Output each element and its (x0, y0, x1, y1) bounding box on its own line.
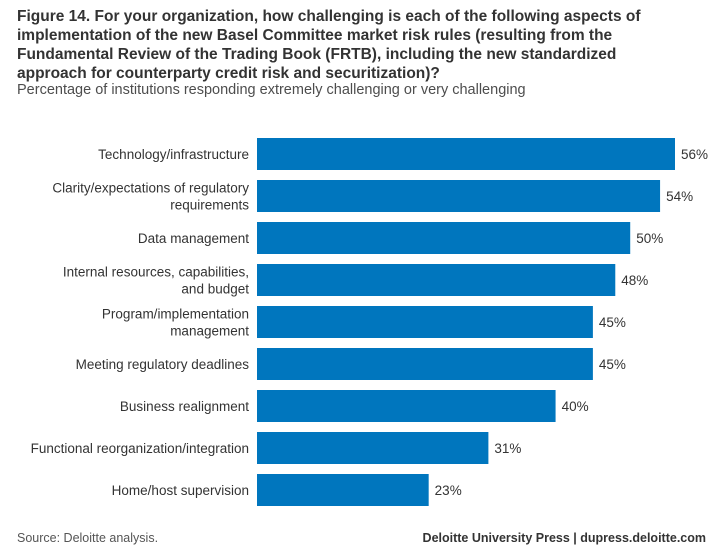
value-label: 56% (681, 147, 708, 162)
value-label: 50% (636, 231, 663, 246)
bar (257, 306, 593, 338)
bar (257, 390, 556, 422)
value-label: 54% (666, 189, 693, 204)
value-label: 48% (621, 273, 648, 288)
value-label: 23% (435, 483, 462, 498)
category-label: Program/implementation management (102, 307, 249, 339)
bar (257, 264, 616, 296)
bar (257, 348, 593, 380)
publisher-credit[interactable]: Deloitte University Press | dupress.delo… (422, 531, 706, 545)
value-label: 40% (562, 399, 589, 414)
category-label: Data management (138, 231, 249, 246)
value-label: 31% (494, 441, 521, 456)
bar (257, 432, 489, 464)
category-label: Internal resources, capabilities, and bud… (63, 265, 249, 297)
bar (257, 474, 429, 506)
category-label: Home/host supervision (112, 483, 249, 498)
bar (257, 222, 631, 254)
source-note: Source: Deloitte analysis. (17, 531, 159, 545)
category-label: Clarity/expectations of regulatory requir… (52, 181, 249, 213)
category-label: Technology/infrastructure (98, 147, 249, 162)
bar (257, 180, 661, 212)
category-label: Meeting regulatory deadlines (76, 357, 250, 372)
value-label: 45% (599, 315, 626, 330)
chart-title: Figure 14. For your organization, how ch… (17, 8, 641, 82)
category-label: Business realignment (120, 399, 249, 414)
value-label: 45% (599, 357, 626, 372)
bar (257, 138, 675, 170)
chart-subtitle: Percentage of institutions responding ex… (17, 82, 526, 98)
category-label: Functional reorganization/integration (31, 441, 249, 456)
